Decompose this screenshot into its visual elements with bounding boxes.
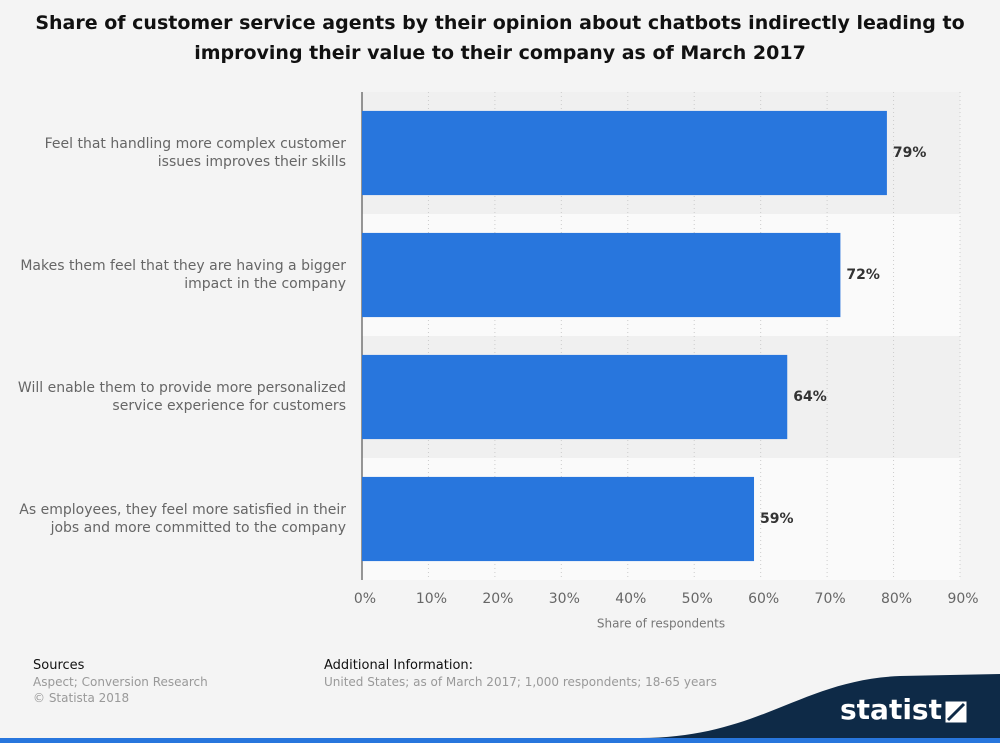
- info-title: Additional Information:: [324, 658, 474, 673]
- sources-title: Sources: [33, 658, 85, 673]
- logo-icon: [942, 698, 970, 726]
- footer-wave: [0, 674, 1000, 743]
- value-label: 79%: [893, 145, 927, 161]
- y-tick-label: Makes them feel that they are having a b…: [20, 258, 346, 292]
- x-tick-label: 90%: [947, 591, 978, 607]
- x-tick-label: 0%: [354, 591, 376, 607]
- info-text: United States; as of March 2017; 1,000 r…: [324, 675, 717, 689]
- logo: statista: [840, 693, 961, 726]
- sources: Sources Aspect; Conversion Research © St…: [33, 658, 208, 706]
- x-axis-label: Share of respondents: [597, 617, 725, 631]
- x-tick-label: 10%: [416, 591, 447, 607]
- bar: [362, 232, 841, 318]
- value-label: 59%: [760, 511, 794, 527]
- footer-stripe: [0, 738, 1000, 743]
- x-tick-label: 40%: [615, 591, 646, 607]
- x-tick-label: 50%: [682, 591, 713, 607]
- x-tick-label: 80%: [881, 591, 912, 607]
- y-tick-label: Feel that handling more complex customer…: [44, 136, 346, 170]
- copyright: © Statista 2018: [33, 691, 130, 705]
- y-tick-label: As employees, they feel more satisfied i…: [19, 502, 346, 536]
- bar: [362, 476, 755, 562]
- info: Additional Information: United States; a…: [324, 658, 717, 690]
- chart-title: Share of customer service agents by thei…: [35, 12, 965, 64]
- bar: [362, 354, 788, 440]
- value-label: 72%: [846, 267, 880, 283]
- y-tick-label: Will enable them to provide more persona…: [17, 380, 346, 414]
- x-tick-label: 60%: [748, 591, 779, 607]
- sources-text: Aspect; Conversion Research: [33, 675, 208, 689]
- x-tick-label: 20%: [482, 591, 513, 607]
- x-tick-label: 70%: [815, 591, 846, 607]
- bar: [362, 110, 887, 196]
- value-label: 64%: [793, 389, 827, 405]
- x-tick-label: 30%: [549, 591, 580, 607]
